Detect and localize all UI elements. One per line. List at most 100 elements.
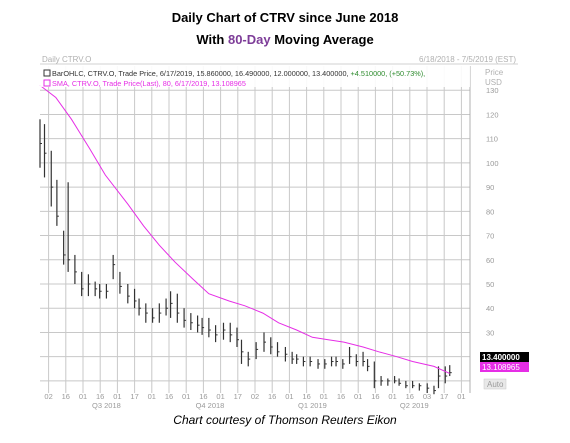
x-tick-label: 01 [113, 392, 121, 401]
ohlc-bar [444, 366, 448, 384]
ohlc-bar [437, 366, 441, 389]
ohlc-bar [373, 361, 377, 389]
quarter-label: Q4 2018 [196, 401, 225, 410]
title-suffix: Moving Average [270, 32, 374, 47]
ohlc-bar [43, 124, 47, 178]
chart-frame [40, 55, 518, 412]
sma-price-value: 13.108965 [482, 363, 520, 372]
ohlc-bar [99, 284, 102, 299]
ohlc-bar [302, 356, 306, 367]
y-tick-label: 80 [486, 207, 494, 216]
ohlc-bar [240, 339, 244, 364]
ohlc-series [39, 119, 452, 395]
x-tick-label: 01 [182, 392, 190, 401]
ohlc-legend-text: BarOHLC, CTRV.O, Trade Price, 6/17/2019,… [52, 69, 425, 78]
x-tick-label: 16 [62, 392, 70, 401]
quarter-label: Q3 2018 [92, 401, 121, 410]
ohlc-bar [158, 303, 162, 323]
sma-legend-text: SMA, CTRV.O, Trade Price(Last), 80, 6/17… [52, 79, 246, 88]
x-tick-label: 01 [388, 392, 396, 401]
ohlc-bar [348, 346, 352, 364]
ohlc-bar [317, 359, 321, 369]
ohlc-bar [291, 351, 295, 364]
ohlc-bar [127, 284, 130, 304]
x-tick-label: 01 [285, 392, 293, 401]
legend-box [40, 66, 470, 87]
last-price-tag [480, 352, 529, 362]
ohlc-bar [190, 313, 193, 331]
title-accent-period: 80-Day [227, 32, 271, 47]
ohlc-bar [63, 230, 66, 265]
ohlc-legend-change: +4.510000, (+50.73%), [351, 69, 426, 78]
ohlc-bar [380, 376, 384, 386]
ohlc-bar [215, 325, 218, 343]
x-tick-label: 01 [79, 392, 87, 401]
ohlc-bar [411, 380, 415, 389]
ohlc-bar [201, 317, 205, 335]
y-tick-label: 60 [486, 256, 494, 265]
ohlc-bar [50, 150, 54, 207]
ohlc-bar [418, 383, 422, 391]
ohlc-bar [236, 327, 239, 347]
ohlc-bar [133, 288, 137, 309]
y-tick-label: 50 [486, 280, 494, 289]
ohlc-bar [276, 342, 280, 357]
ohlc-bar [119, 271, 122, 294]
ohlc-bar [393, 376, 397, 384]
currency-label: USD [485, 78, 502, 87]
quarter-label: Q1 2019 [298, 401, 327, 410]
ohlc-bar [112, 254, 116, 280]
ohlc-bar [87, 274, 91, 297]
y-tick-label: 130 [486, 86, 499, 95]
ohlc-bar [449, 365, 452, 377]
x-tick-label: 16 [96, 392, 104, 401]
ohlc-bar [398, 378, 402, 386]
auto-scale-button[interactable] [483, 378, 507, 390]
axes: 1020304050607080901001101201300216011601… [44, 66, 499, 410]
y-tick-label: 120 [486, 110, 499, 119]
ohlc-bar [56, 179, 59, 226]
y-tick-label: 100 [486, 159, 499, 168]
ohlc-bar [426, 383, 430, 393]
ohlc-legend-values: BarOHLC, CTRV.O, Trade Price, 6/17/2019,… [52, 69, 349, 78]
sma-line [39, 85, 450, 374]
ohlc-bar [183, 308, 187, 328]
sma-legend-icon [43, 79, 51, 87]
ohlc-legend-icon [43, 69, 51, 77]
ohlc-bar [74, 254, 77, 284]
ohlc-bar [362, 351, 366, 367]
last-price-value: 13.400000 [482, 353, 520, 362]
ohlc-bar [270, 337, 273, 355]
ohlc-bar [324, 359, 327, 369]
y-tick-label: 30 [486, 328, 494, 337]
ohlc-bar [433, 385, 436, 395]
grid [40, 66, 470, 393]
ohlc-bar [94, 281, 98, 297]
ohlc-bar [309, 356, 313, 367]
x-tick-label: 16 [337, 392, 345, 401]
ohlc-bar [196, 315, 200, 333]
ohlc-bar [247, 351, 251, 367]
x-tick-label: 02 [44, 392, 52, 401]
y-tick-label: 40 [486, 304, 494, 313]
ohlc-bar [387, 378, 390, 386]
x-tick-label: 17 [130, 392, 138, 401]
x-tick-label: 01 [354, 392, 362, 401]
y-tick-label: 70 [486, 232, 494, 241]
x-tick-label: 01 [320, 392, 328, 401]
quarter-label: Q2 2019 [400, 401, 429, 410]
ohlc-bar [263, 332, 267, 352]
chart-title-line2: With 80-Day Moving Average [0, 32, 570, 47]
ohlc-bar [176, 293, 180, 323]
sma-price-tag [480, 362, 529, 372]
ohlc-bar [222, 322, 226, 340]
ohlc-bar [330, 356, 334, 367]
ohlc-bar [67, 182, 71, 272]
ohlc-bar [138, 298, 142, 316]
ohlc-bar [255, 342, 259, 360]
ohlc-bar [335, 356, 339, 367]
x-tick-label: 16 [302, 392, 310, 401]
x-tick-label: 16 [406, 392, 414, 401]
chart-date-range: 6/18/2018 - 7/5/2019 (EST) [419, 55, 516, 64]
